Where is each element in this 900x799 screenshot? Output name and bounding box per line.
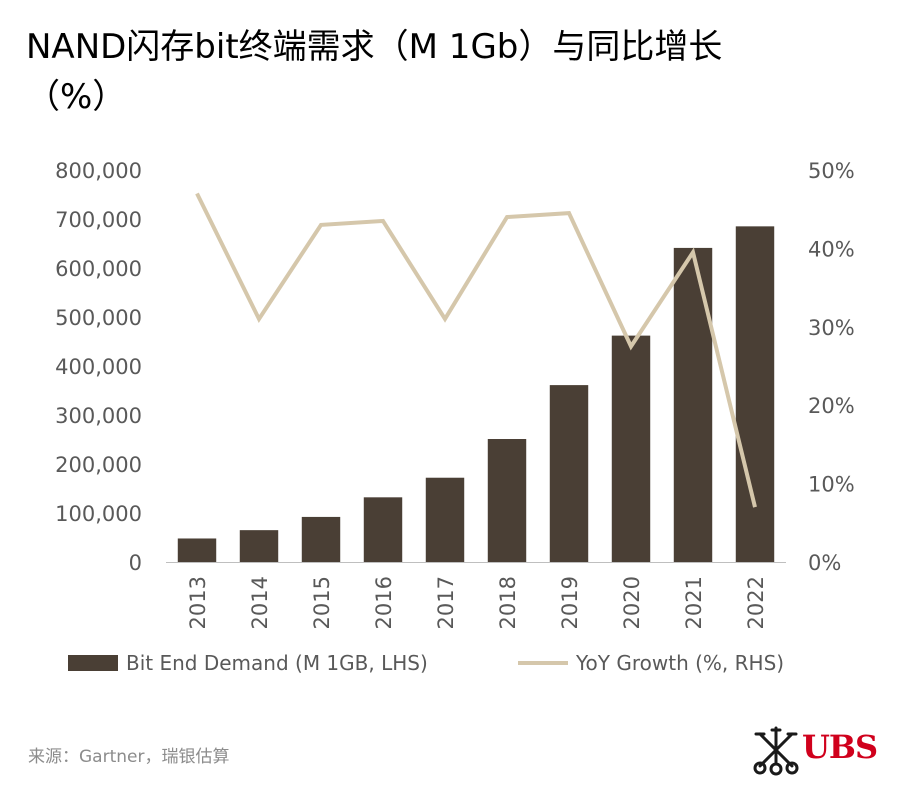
x-axis: 2013 2014 2015 2016 2017 2018 2019 2020 2021 2022 (166, 562, 786, 629)
x-tick-label: 2020 (620, 576, 644, 629)
left-tick-label: 800,000 (55, 159, 142, 183)
bar-series (177, 226, 775, 562)
x-tick-label: 2018 (496, 576, 520, 629)
ubs-keys-icon (753, 726, 799, 776)
bar-2021 (673, 247, 713, 562)
bar-2022 (735, 226, 775, 562)
x-tick-label: 2019 (558, 576, 582, 629)
x-tick-label: 2017 (434, 576, 458, 629)
chart-title: NAND闪存bit终端需求（M 1Gb）与同比增长（%） (26, 27, 723, 117)
left-tick-label: 600,000 (55, 257, 142, 281)
bar-2018 (487, 439, 527, 562)
right-axis: 0% 10% 20% 30% 40% 50% (808, 159, 855, 575)
bar-2014 (239, 530, 279, 562)
line-series (195, 192, 757, 508)
left-tick-label: 700,000 (55, 208, 142, 232)
logo-text: UBS (802, 728, 878, 766)
chart-plot: 0 100,000 200,000 300,000 400,000 500,000 600,… (55, 159, 855, 629)
source-note: 来源：Gartner，瑞银估算 (28, 747, 230, 767)
bar-2016 (363, 497, 403, 562)
right-tick-label: 20% (808, 394, 855, 418)
x-tick-label: 2014 (248, 576, 272, 629)
left-tick-label: 200,000 (55, 453, 142, 477)
left-tick-label: 300,000 (55, 404, 142, 428)
right-tick-label: 50% (808, 159, 855, 183)
left-tick-label: 400,000 (55, 355, 142, 379)
bar-2019 (549, 385, 589, 562)
legend-swatch-line (518, 661, 568, 665)
right-tick-label: 30% (808, 316, 855, 340)
yoy-growth-line (195, 192, 757, 508)
right-tick-label: 0% (808, 551, 841, 575)
legend-swatch-bar (68, 655, 118, 671)
bar-2017 (425, 477, 465, 562)
right-tick-label: 10% (808, 473, 855, 497)
legend-item-line: YoY Growth (%, RHS) (518, 647, 784, 679)
x-tick-label: 2015 (310, 576, 334, 629)
x-tick-label: 2021 (682, 576, 706, 629)
x-tick-label: 2013 (186, 576, 210, 629)
left-axis: 0 100,000 200,000 300,000 400,000 500,000 600,… (55, 159, 142, 575)
legend-label-bar: Bit End Demand (M 1GB, LHS) (126, 651, 428, 675)
bar-2020 (611, 335, 651, 562)
bar-2015 (301, 516, 341, 562)
x-tick-label: 2022 (744, 576, 768, 629)
ubs-logo: UBS (752, 724, 878, 776)
left-tick-label: 100,000 (55, 502, 142, 526)
left-tick-label: 500,000 (55, 306, 142, 330)
legend-label-line: YoY Growth (%, RHS) (576, 651, 785, 675)
bar-2013 (177, 538, 217, 562)
legend-item-bar: Bit End Demand (M 1GB, LHS) (68, 647, 428, 679)
legend: Bit End Demand (M 1GB, LHS) YoY Growth (… (68, 647, 868, 679)
right-tick-label: 40% (808, 237, 855, 261)
x-tick-label: 2016 (372, 576, 396, 629)
left-tick-label: 0 (129, 551, 142, 575)
